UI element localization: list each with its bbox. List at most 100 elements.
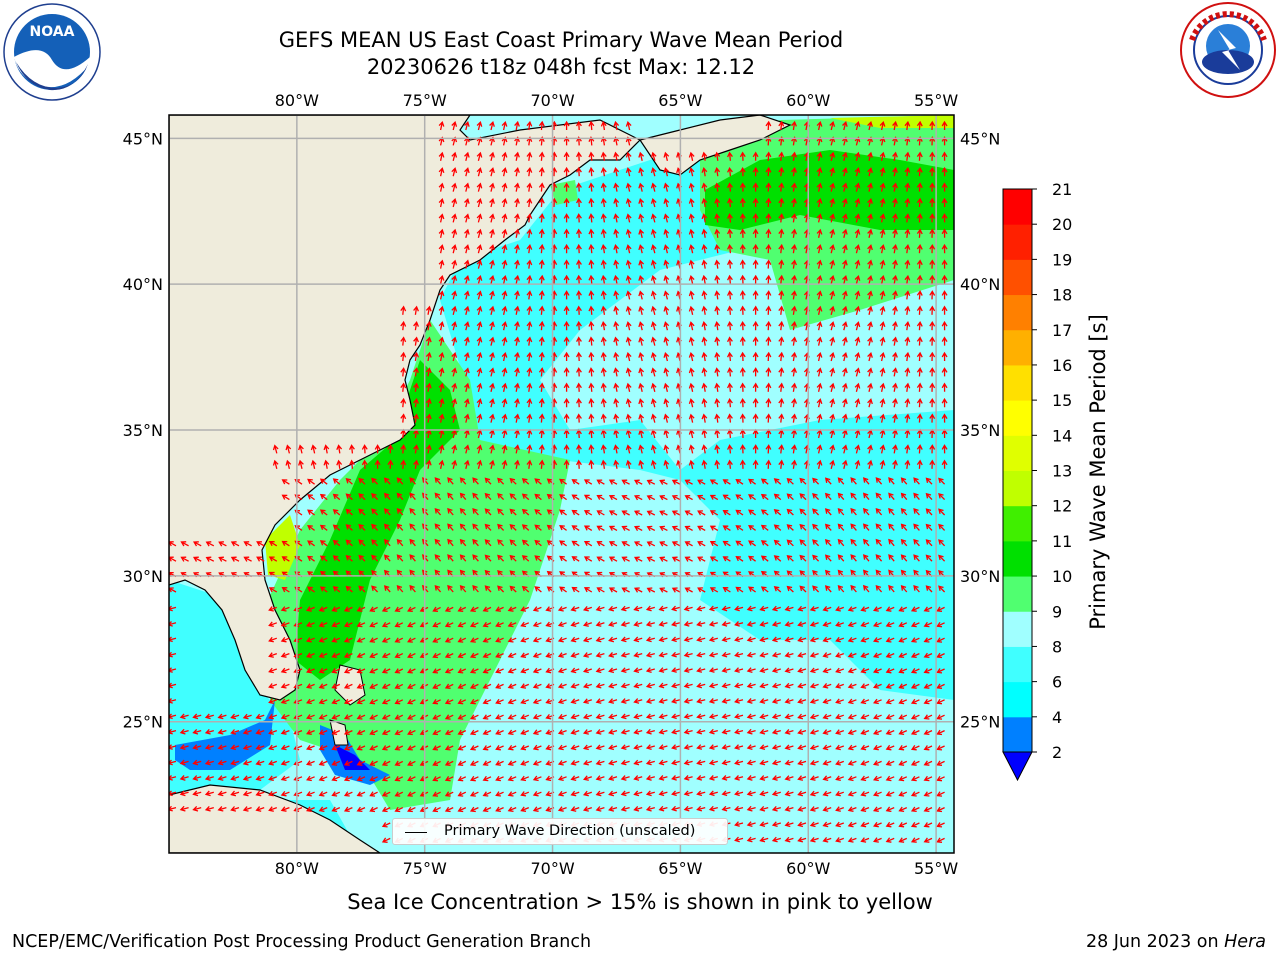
wave-vector — [514, 244, 520, 254]
wave-vector — [773, 585, 782, 593]
wave-vector — [526, 151, 533, 161]
wave-vector — [345, 508, 353, 516]
wave-vector — [438, 197, 445, 208]
wave-vector — [929, 290, 936, 300]
wave-vector — [469, 606, 479, 612]
wave-vector — [588, 367, 595, 377]
wave-vector — [407, 760, 416, 766]
wave-vector — [854, 182, 861, 192]
wave-vector — [526, 120, 533, 131]
wave-vector — [727, 213, 733, 223]
wave-vector — [169, 541, 177, 547]
wave-vector — [739, 397, 746, 408]
wave-vector — [192, 541, 202, 547]
wave-vector — [507, 698, 517, 705]
wave-vector — [307, 494, 315, 501]
wave-vector — [683, 651, 693, 658]
wave-vector — [361, 459, 368, 469]
wave-vector — [451, 244, 458, 254]
wave-vector — [645, 621, 655, 627]
wave-vector — [268, 556, 278, 562]
wave-vector — [822, 713, 832, 720]
wave-vector — [526, 167, 533, 177]
wave-vector — [671, 713, 681, 720]
wave-vector — [489, 413, 495, 423]
wave-vector — [464, 382, 470, 392]
wave-vector — [778, 259, 785, 269]
wave-vector — [658, 744, 668, 750]
wave-vector — [892, 228, 898, 238]
wave-vector — [582, 759, 593, 766]
wave-vector — [938, 539, 946, 547]
wave-vector — [520, 760, 530, 766]
wave-vector — [688, 274, 695, 285]
wave-vector — [400, 397, 407, 408]
wave-vector — [438, 321, 445, 331]
wave-vector — [816, 336, 823, 346]
wave-vector — [595, 759, 605, 766]
wave-vector — [816, 120, 823, 131]
wave-vector — [588, 290, 595, 300]
wave-vector — [349, 444, 355, 454]
wave-vector — [797, 744, 807, 751]
wave-vector — [217, 759, 227, 766]
wave-vector — [588, 274, 595, 285]
wave-vector — [356, 668, 366, 674]
wave-vector — [633, 621, 643, 627]
wave-vector — [904, 398, 911, 408]
wave-vector — [434, 523, 442, 531]
wave-vector — [230, 556, 240, 562]
wave-vector — [501, 413, 508, 423]
wave-vector — [879, 244, 886, 254]
wave-vector — [746, 744, 756, 751]
wave-vector — [371, 539, 379, 547]
wave-vector — [701, 290, 708, 300]
wave-vector — [600, 444, 607, 454]
wave-vector — [255, 775, 265, 782]
colorbar-segment — [1003, 576, 1032, 612]
wave-vector — [696, 713, 706, 720]
wave-vector — [281, 540, 290, 547]
wave-vector — [923, 837, 933, 843]
wave-vector — [638, 259, 645, 269]
wave-vector — [514, 151, 520, 161]
wave-vector — [842, 151, 848, 161]
wave-vector — [608, 479, 618, 485]
wave-vector — [734, 651, 744, 658]
wave-vector — [576, 166, 582, 177]
wave-vector — [179, 713, 189, 720]
wave-vector — [671, 541, 681, 547]
wave-vector — [608, 759, 618, 766]
wave-vector — [638, 290, 645, 300]
wave-vector — [714, 398, 721, 408]
wave-vector — [688, 351, 695, 362]
wave-vector — [242, 729, 252, 735]
wave-vector — [532, 714, 542, 720]
wave-vector — [873, 760, 882, 766]
wave-vector — [534, 539, 542, 547]
wave-vector — [396, 492, 404, 501]
wave-vector — [514, 398, 520, 408]
wave-vector — [842, 336, 848, 346]
wave-vector — [663, 444, 670, 454]
wave-vector — [873, 621, 882, 628]
wave-vector — [778, 182, 785, 192]
wave-vector — [684, 479, 693, 485]
wave-vector — [760, 586, 769, 593]
wave-vector — [671, 682, 681, 689]
wave-vector — [381, 606, 391, 612]
wave-vector — [722, 494, 731, 501]
wave-vector — [482, 652, 492, 659]
wave-vector — [571, 525, 580, 531]
wave-vector — [822, 605, 832, 612]
wave-vector — [835, 837, 845, 843]
wave-vector — [688, 398, 695, 408]
wave-vector — [916, 444, 923, 454]
wave-vector — [484, 554, 492, 562]
wave-vector — [898, 652, 908, 659]
wave-vector — [534, 555, 542, 562]
wave-vector — [752, 259, 759, 269]
wave-vector — [559, 540, 567, 547]
wave-vector — [495, 806, 504, 813]
wave-vector — [784, 729, 794, 735]
